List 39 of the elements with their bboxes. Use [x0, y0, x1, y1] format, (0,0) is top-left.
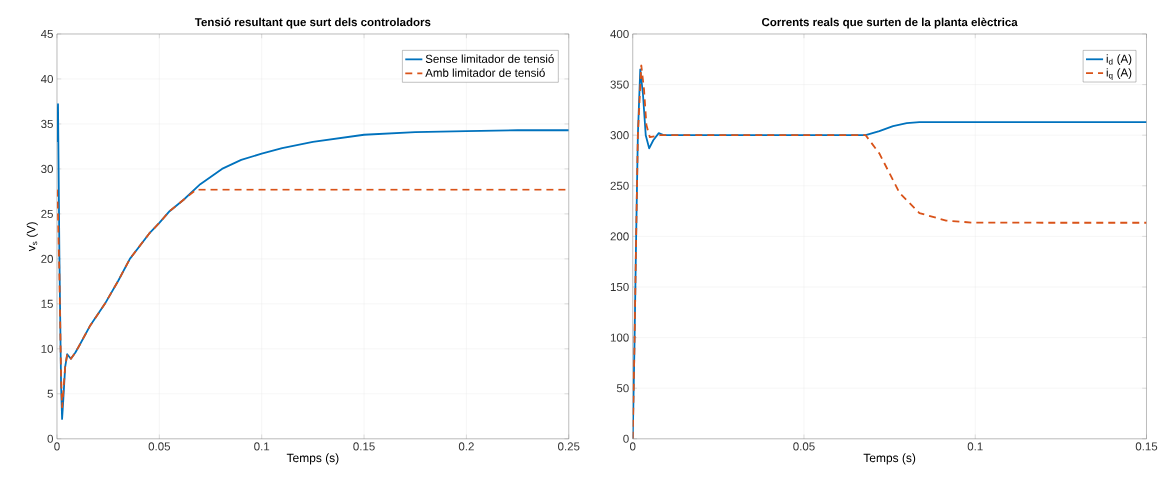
x-tick-label: 0.2 [458, 442, 474, 451]
x-tick-label: 0.15 [1135, 442, 1158, 451]
chart-title: Corrents reals que surten de la planta elèctrica [761, 17, 1018, 29]
y-tick-label: 10 [41, 344, 53, 354]
y-tick-label: 200 [610, 232, 629, 241]
y-tick-label: 350 [610, 80, 629, 89]
y-tick-label: 30 [41, 164, 53, 174]
legend-label: i$_{d}$ (A) [1106, 54, 1132, 66]
y-tick-label: 100 [610, 333, 629, 342]
x-tick-label: 0.05 [793, 442, 815, 451]
x-tick-label: 0 [54, 442, 60, 451]
legend-label: i$_{q}$ (A) [1106, 68, 1132, 81]
y-tick-label: 50 [616, 384, 629, 393]
y-tick-label: 40 [40, 75, 53, 84]
y-tick-label: 0 [47, 434, 53, 443]
chart-title: Tensió resultant que surt dels controladors [194, 17, 431, 29]
x-tick-label: 0.15 [353, 442, 375, 451]
line-series [56, 103, 569, 421]
y-tick-label: 5 [47, 389, 53, 398]
x-tick-label: 0 [629, 442, 636, 451]
x-axis-title: Temps (s) [863, 453, 916, 465]
y-tick-label: 300 [610, 131, 629, 140]
y-tick-label: 15 [41, 299, 53, 308]
x-tick-label: 0.25 [558, 442, 580, 451]
x-tick-label: 0.05 [148, 442, 171, 451]
y-tick-label: 0 [623, 434, 629, 443]
x-axis-title: Temps (s) [286, 453, 339, 465]
x-tick-label: 0.1 [254, 442, 270, 451]
y-axis-title: v$_{s}$ (V) [26, 222, 38, 252]
y-tick-label: 20 [41, 254, 53, 264]
y-tick-label: 35 [41, 119, 53, 129]
y-tick-label: 45 [40, 30, 53, 39]
x-tick-label: 0.1 [967, 442, 983, 451]
y-tick-label: 400 [610, 30, 629, 39]
legend-label: Sense limitador de tensió [425, 54, 554, 64]
legend-label: Amb limitador de tensió [425, 68, 545, 78]
y-tick-label: 25 [41, 209, 53, 219]
y-tick-label: 250 [610, 181, 629, 190]
y-tick-label: 150 [610, 283, 629, 292]
